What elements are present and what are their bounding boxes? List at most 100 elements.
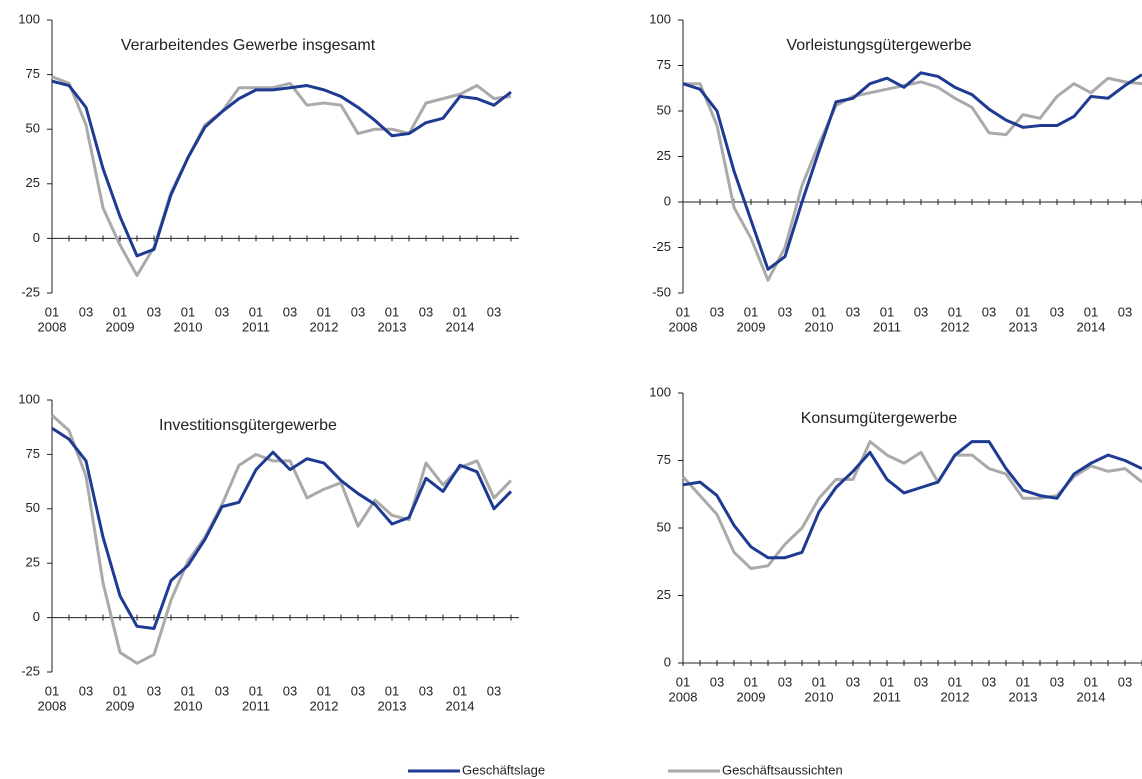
y-tick-label: -25 xyxy=(652,239,671,254)
x-tick-label: 03 xyxy=(419,683,433,698)
x-tick-label: 03 xyxy=(846,304,860,319)
year-label: 2013 xyxy=(1009,319,1038,334)
x-tick-label: 01 xyxy=(45,304,59,319)
year-label: 2009 xyxy=(106,698,135,713)
x-tick-label: 01 xyxy=(181,304,195,319)
year-label: 2008 xyxy=(38,698,67,713)
series-line xyxy=(51,75,512,278)
year-label: 2009 xyxy=(106,319,135,334)
year-label: 2008 xyxy=(669,319,698,334)
x-tick-label: 03 xyxy=(778,674,792,689)
x-tick-label: 01 xyxy=(812,674,826,689)
x-tick-label: 01 xyxy=(45,683,59,698)
x-tick-label: 03 xyxy=(982,674,996,689)
x-tick-label: 01 xyxy=(880,674,894,689)
year-label: 2011 xyxy=(873,319,901,334)
x-tick-label: 01 xyxy=(453,304,467,319)
y-tick-label: -25 xyxy=(21,663,40,678)
x-tick-label: 03 xyxy=(778,304,792,319)
x-tick-label: 01 xyxy=(453,683,467,698)
year-label: 2013 xyxy=(1009,689,1038,704)
x-tick-label: 03 xyxy=(1118,674,1132,689)
x-tick-label: 01 xyxy=(812,304,826,319)
y-tick-label: 75 xyxy=(657,452,671,467)
year-label: 2010 xyxy=(174,319,203,334)
x-tick-label: 03 xyxy=(710,674,724,689)
y-tick-label: 100 xyxy=(18,391,40,406)
y-tick-label: 100 xyxy=(18,11,40,26)
x-tick-label: 03 xyxy=(351,304,365,319)
year-label: 2014 xyxy=(446,698,475,713)
series-line xyxy=(51,79,512,258)
y-tick-label: 50 xyxy=(657,102,671,117)
x-tick-label: 03 xyxy=(1118,304,1132,319)
year-label: 2011 xyxy=(873,689,901,704)
y-tick-label: -25 xyxy=(21,284,40,299)
y-tick-label: 50 xyxy=(26,500,40,515)
x-tick-label: 01 xyxy=(181,683,195,698)
x-tick-label: 01 xyxy=(385,683,399,698)
x-tick-label: 03 xyxy=(419,304,433,319)
y-tick-label: 50 xyxy=(657,519,671,534)
y-tick-label: -50 xyxy=(652,284,671,299)
x-tick-label: 03 xyxy=(914,674,928,689)
y-tick-label: 0 xyxy=(664,193,671,208)
year-label: 2011 xyxy=(242,698,270,713)
x-tick-label: 01 xyxy=(1016,304,1030,319)
year-label: 2014 xyxy=(1077,319,1106,334)
x-tick-label: 03 xyxy=(283,683,297,698)
year-label: 2013 xyxy=(378,698,407,713)
year-label: 2008 xyxy=(38,319,67,334)
year-label: 2010 xyxy=(805,689,834,704)
x-tick-label: 03 xyxy=(215,683,229,698)
x-tick-label: 03 xyxy=(982,304,996,319)
y-tick-label: 0 xyxy=(664,654,671,669)
year-label: 2012 xyxy=(310,698,339,713)
x-tick-label: 01 xyxy=(880,304,894,319)
x-tick-label: 03 xyxy=(351,683,365,698)
x-tick-label: 03 xyxy=(487,683,501,698)
y-tick-label: 25 xyxy=(26,175,40,190)
x-tick-label: 01 xyxy=(1084,674,1098,689)
x-tick-label: 03 xyxy=(846,674,860,689)
y-tick-label: 25 xyxy=(26,555,40,570)
year-label: 2010 xyxy=(174,698,203,713)
x-tick-label: 01 xyxy=(317,304,331,319)
series-line xyxy=(50,414,513,665)
year-label: 2012 xyxy=(310,319,339,334)
x-tick-label: 03 xyxy=(215,304,229,319)
y-tick-label: 75 xyxy=(26,66,40,81)
legend-label: Geschäftsaussichten xyxy=(722,762,843,777)
year-label: 2011 xyxy=(242,319,270,334)
x-tick-label: 01 xyxy=(948,304,962,319)
year-label: 2008 xyxy=(669,689,698,704)
year-label: 2014 xyxy=(446,319,475,334)
y-tick-label: 0 xyxy=(33,230,40,245)
series-line xyxy=(682,71,1142,271)
y-tick-label: 25 xyxy=(657,148,671,163)
chart-title: Vorleistungsgütergewerbe xyxy=(786,37,971,54)
year-label: 2012 xyxy=(941,689,970,704)
y-tick-label: 100 xyxy=(649,384,671,399)
y-tick-label: 25 xyxy=(657,587,671,602)
year-label: 2012 xyxy=(941,319,970,334)
year-label: 2014 xyxy=(1077,689,1106,704)
year-label: 2013 xyxy=(378,319,407,334)
year-label: 2009 xyxy=(737,319,766,334)
x-tick-label: 01 xyxy=(744,304,758,319)
series-line xyxy=(683,76,1142,282)
x-tick-label: 03 xyxy=(283,304,297,319)
x-tick-label: 01 xyxy=(676,304,690,319)
chart-title: Investitionsgütergewerbe xyxy=(159,417,337,434)
year-label: 2010 xyxy=(805,319,834,334)
x-tick-label: 03 xyxy=(147,304,161,319)
x-tick-label: 03 xyxy=(79,304,93,319)
y-tick-label: 0 xyxy=(33,609,40,624)
x-tick-label: 03 xyxy=(1050,304,1064,319)
x-tick-label: 01 xyxy=(1016,674,1030,689)
x-tick-label: 01 xyxy=(676,674,690,689)
year-label: 2009 xyxy=(737,689,766,704)
x-tick-label: 03 xyxy=(914,304,928,319)
